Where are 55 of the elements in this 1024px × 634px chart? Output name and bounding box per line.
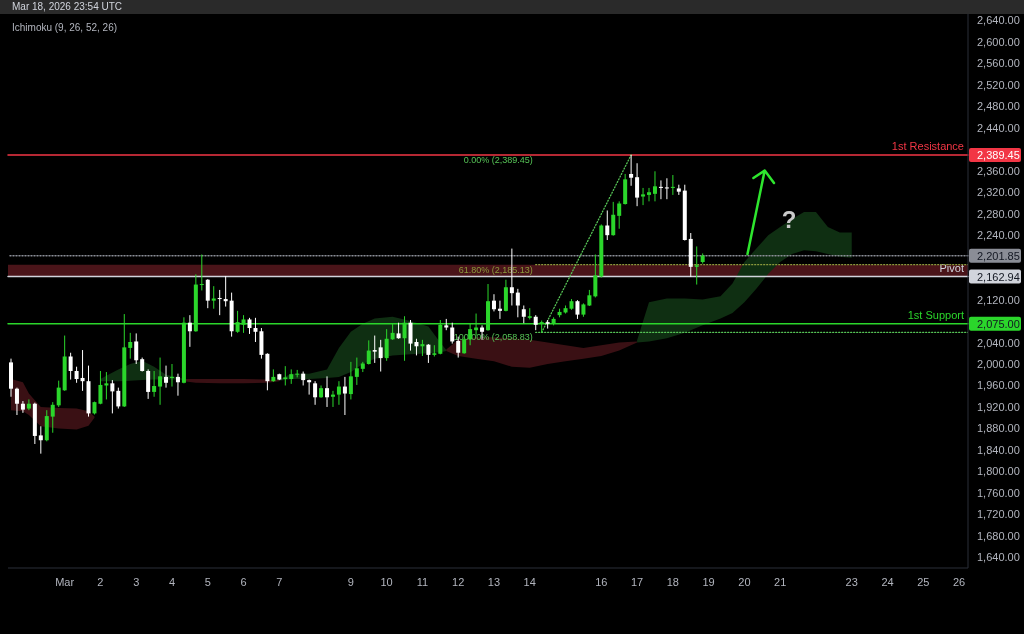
y-tick-label: 2,389.45 <box>977 148 1020 161</box>
x-tick-label: 2 <box>97 575 104 588</box>
x-tick-label: Mar <box>55 575 75 588</box>
x-tick-label: 21 <box>774 575 787 588</box>
text: Mar 18, 2026 23:54 UTC <box>12 1 123 13</box>
y-tick-label: 2,320.00 <box>977 186 1020 199</box>
ref-line-label: 1st Support <box>907 308 964 321</box>
y-tick-label: 1,880.00 <box>977 422 1020 435</box>
y-tick-label: 1,960.00 <box>977 379 1020 392</box>
y-tick-label: 2,600.00 <box>977 35 1020 48</box>
y-tick-label: 2,640.00 <box>977 14 1020 27</box>
y-tick-label: 1,800.00 <box>977 465 1020 478</box>
x-tick-label: 7 <box>276 575 283 588</box>
y-tick-label: 1,920.00 <box>977 400 1020 413</box>
x-tick-label: 26 <box>952 575 966 588</box>
annotation: 0.00% (2,389.45) <box>463 154 533 165</box>
y-tick-label: 1,720.00 <box>977 508 1020 521</box>
y-tick-label: 1,760.00 <box>977 486 1020 499</box>
x-tick-label: 12 <box>452 575 465 588</box>
y-tick-label: 2,120.00 <box>977 293 1020 306</box>
x-tick-label: 14 <box>523 575 536 588</box>
x-tick-label: 18 <box>666 575 679 588</box>
y-tick-label: 2,280.00 <box>977 207 1020 220</box>
x-tick-label: 3 <box>133 575 140 588</box>
y-tick-label: 2,240.00 <box>977 229 1020 242</box>
y-tick-label: 2,520.00 <box>977 78 1020 91</box>
x-tick-label: 17 <box>630 575 644 588</box>
y-tick-label: 2,040.00 <box>977 336 1020 349</box>
y-tick-label: 1,680.00 <box>977 529 1020 542</box>
y-tick-label: 2,000.00 <box>977 358 1020 371</box>
x-tick-label: 6 <box>240 575 247 588</box>
y-tick-label: 2,480.00 <box>977 100 1020 113</box>
annotation: ? <box>781 206 797 234</box>
y-tick-label: 2,560.00 <box>977 57 1020 70</box>
x-tick-label: 19 <box>702 575 715 588</box>
x-tick-label: 4 <box>168 575 176 588</box>
x-tick-label: 24 <box>881 575 894 588</box>
x-tick-label: 9 <box>347 575 354 588</box>
y-tick-label: 1,840.00 <box>977 443 1020 456</box>
y-tick-label: 1,640.00 <box>977 551 1020 564</box>
x-tick-label: 10 <box>380 575 393 588</box>
x-tick-label: 16 <box>595 575 608 588</box>
y-tick-label: 2,075.00 <box>977 317 1020 330</box>
y-tick-label: 2,440.00 <box>977 121 1020 134</box>
x-tick-label: 5 <box>204 575 211 588</box>
y-tick-label: 2,162.94 <box>977 270 1020 283</box>
ref-line-label: 1st Resistance <box>891 139 964 152</box>
x-tick-label: 25 <box>917 575 930 588</box>
x-tick-label: 20 <box>738 575 751 588</box>
y-tick-label: 2,360.00 <box>977 164 1020 177</box>
x-tick-label: 11 <box>416 575 429 588</box>
x-tick-label: 23 <box>845 575 858 588</box>
x-tick-label: 13 <box>487 575 501 588</box>
annotation: Ichimoku (9, 26, 52, 26) <box>12 22 118 34</box>
y-tick-label: 2,201.85 <box>977 249 1020 262</box>
